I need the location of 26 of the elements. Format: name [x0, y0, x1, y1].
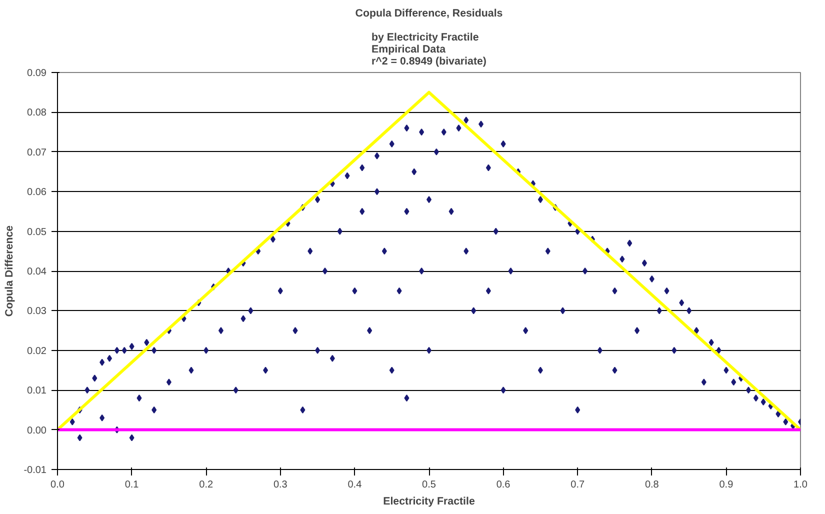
- y-tick-label: 0.02: [27, 346, 47, 357]
- x-tick-label: 0.0: [50, 480, 65, 490]
- x-tick-label: 0.1: [124, 480, 140, 490]
- y-tick-label: 0.01: [27, 386, 47, 397]
- x-tick-label: 0.4: [348, 480, 362, 490]
- chart-subtitle: by Electricity Fractile Empirical Data r^2 = 0.8949 (bivariate): [372, 32, 487, 68]
- x-tick-label: 0.7: [570, 480, 585, 490]
- chart-title: Copula Difference, Residuals: [355, 8, 503, 20]
- x-tick-label: 0.5: [422, 480, 436, 490]
- y-tick-label: 0.00: [27, 425, 47, 436]
- y-tick-label: -0.01: [24, 465, 47, 476]
- x-axis-title: Electricity Fractile: [383, 496, 475, 508]
- x-tick-label: 0.8: [644, 480, 660, 490]
- y-tick-label: 0.03: [27, 306, 47, 318]
- y-tick-label: 0.05: [27, 226, 47, 238]
- x-tick-label: 0.3: [273, 480, 288, 490]
- y-tick-label: 0.07: [27, 147, 47, 158]
- y-tick-label: 0.08: [27, 108, 47, 119]
- x-tick-label: 1.0: [794, 480, 808, 490]
- y-tick-label: 0.04: [27, 266, 47, 278]
- y-tick-label: 0.06: [27, 187, 47, 198]
- x-tick-label: 0.6: [496, 480, 511, 490]
- x-tick-label: 0.9: [719, 480, 734, 490]
- x-tick-label: 0.2: [199, 480, 214, 490]
- y-axis-title: Copula Difference: [4, 225, 16, 317]
- y-tick-label: 0.09: [27, 68, 47, 79]
